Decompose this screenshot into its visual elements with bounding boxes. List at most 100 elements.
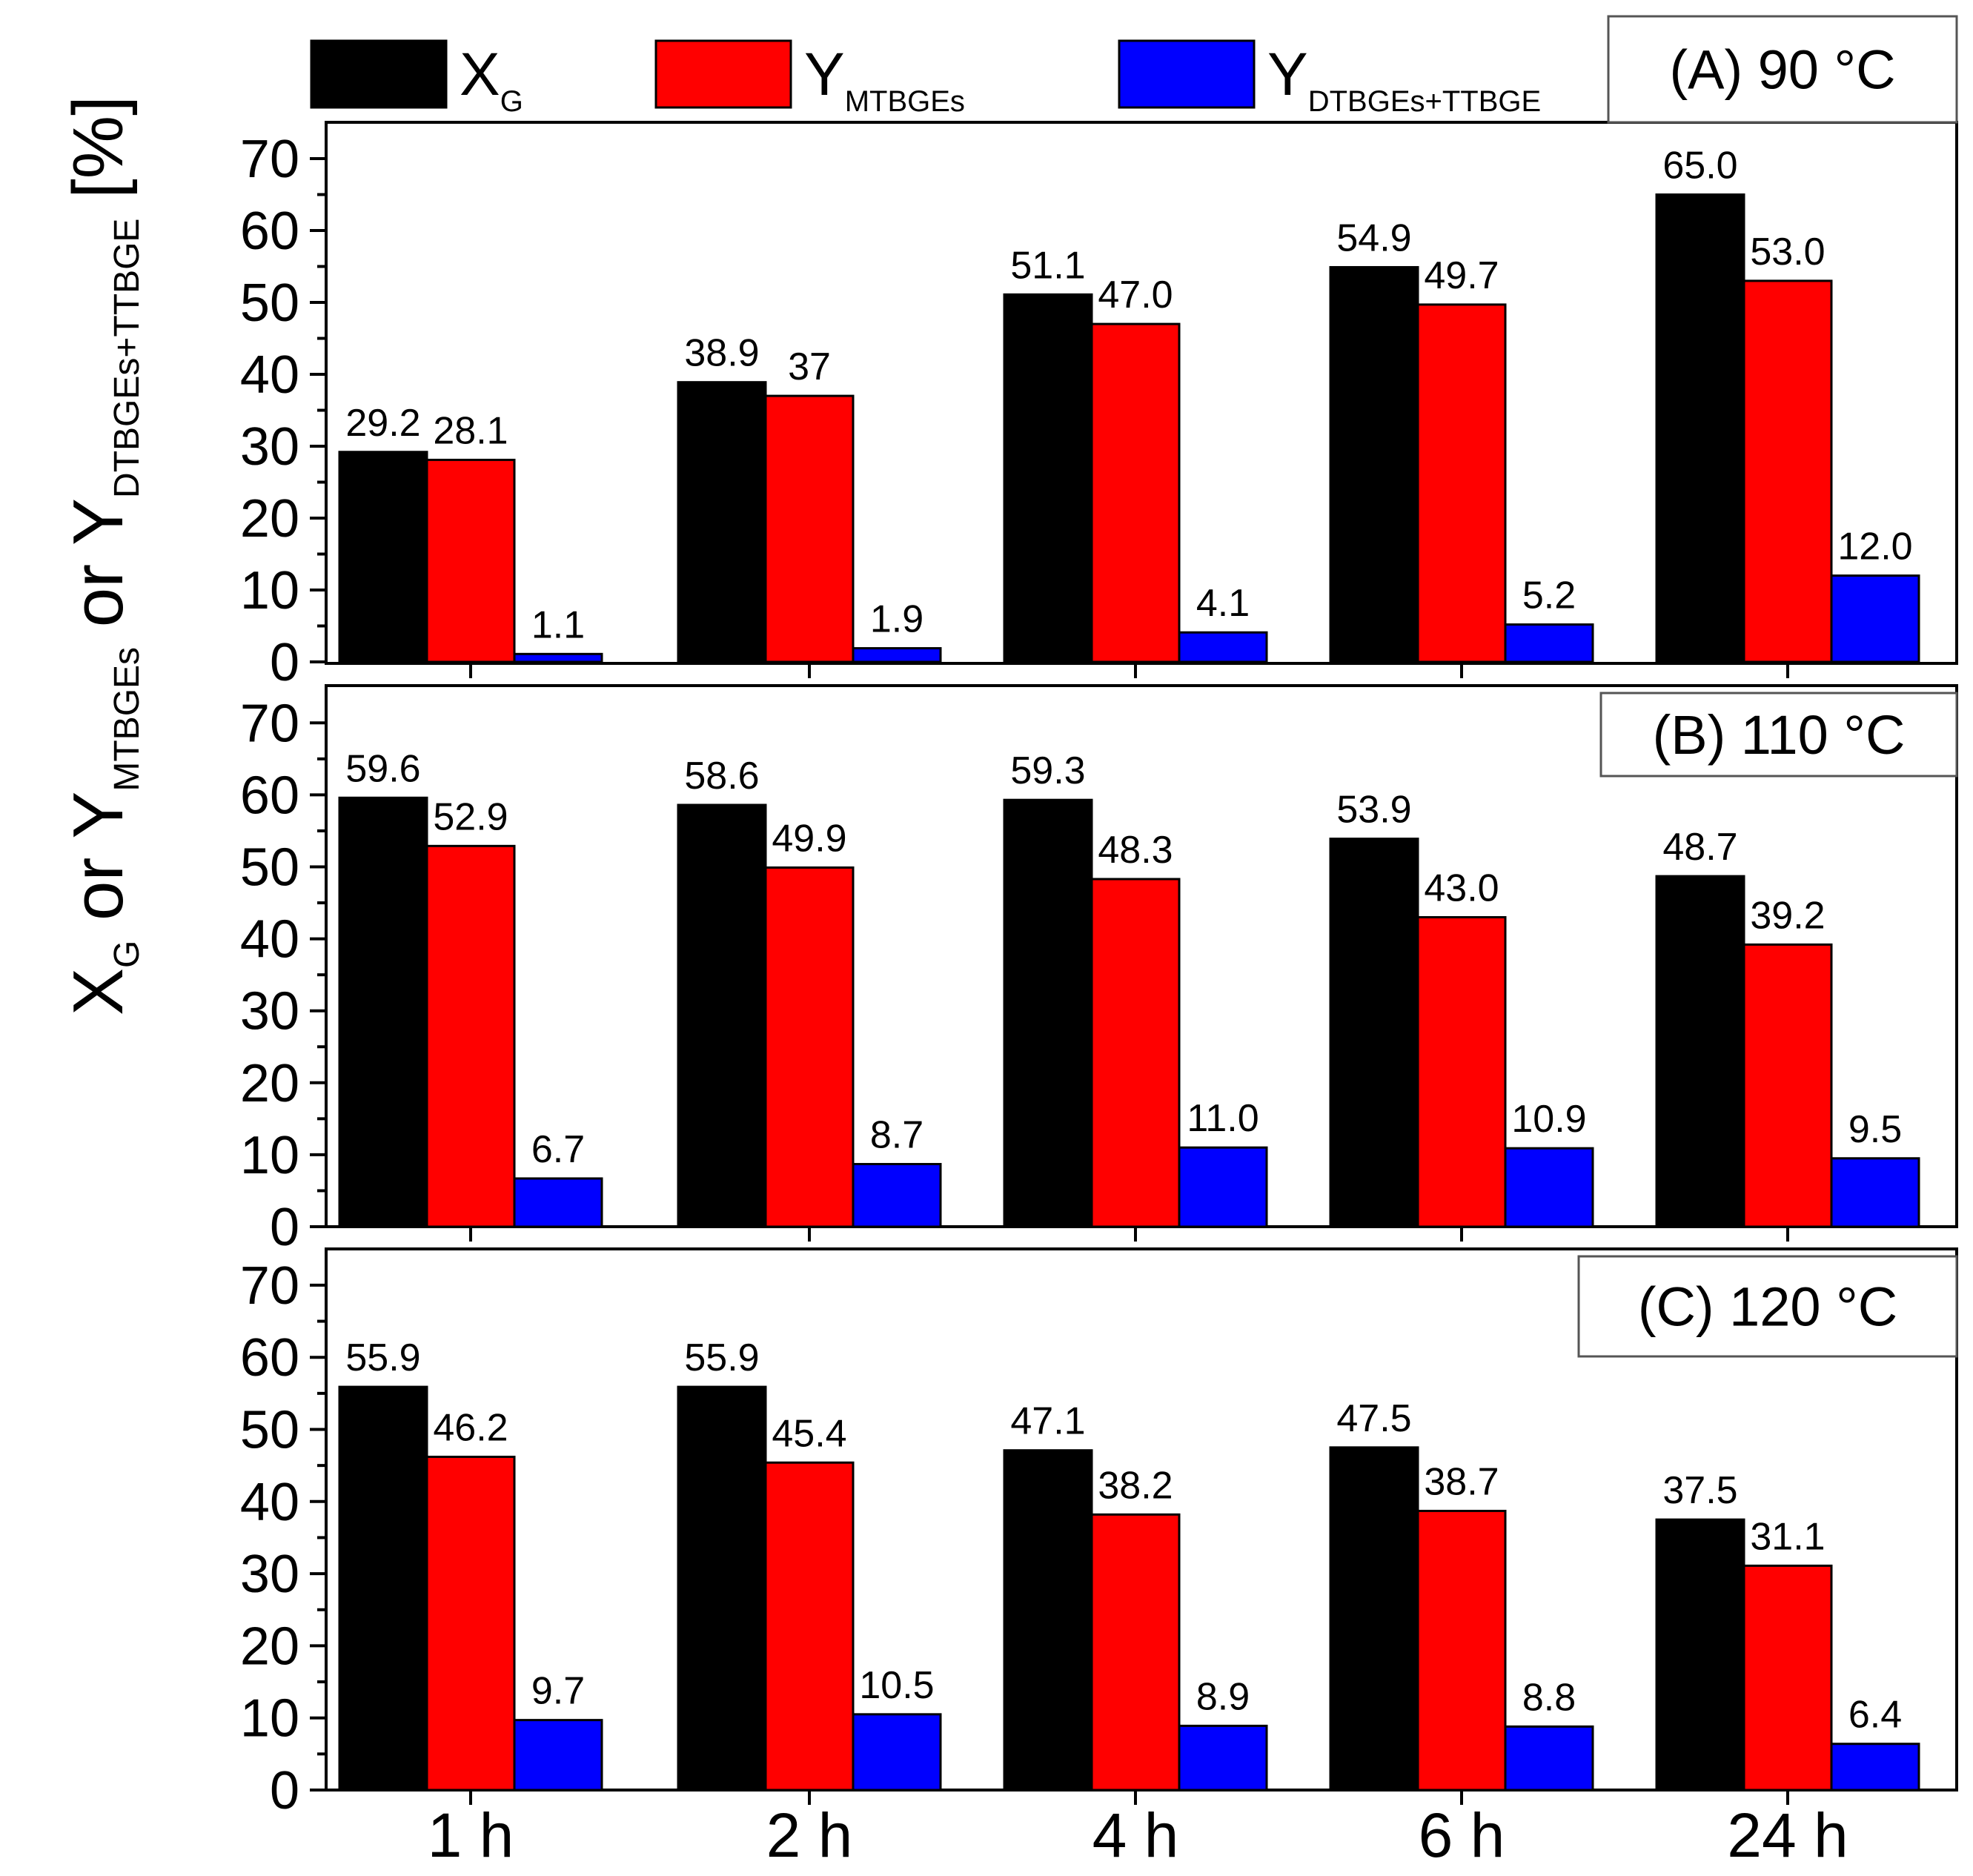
data-label-ydtbges: 10.5 [859,1664,934,1707]
y-tick-label: 0 [270,633,299,692]
bar-ydtbges [1504,1147,1594,1228]
data-label-xg: 55.9 [684,1336,759,1379]
bar-ydtbges [1178,631,1268,663]
bar-ydtbges [1830,574,1920,663]
legend-label-ydtbges-sub: DTBGEs+TTBGE [1308,85,1542,118]
bar-ydtbges [1830,1157,1920,1228]
bar-xg [338,796,428,1228]
bar-ydtbges [852,1163,942,1228]
y-tick-label: 70 [240,130,299,189]
data-label-xg: 47.1 [1010,1400,1085,1443]
bar-xg [677,803,767,1228]
y-tick-label: 30 [240,1545,299,1604]
data-label-ymtbges: 47.0 [1098,274,1173,316]
y-tick-label: 40 [240,910,299,970]
y-tick-label: 20 [240,1054,299,1113]
y-tick-label: 60 [240,202,299,261]
bar-xg [1329,1446,1419,1792]
y-tick-label: 40 [240,345,299,405]
data-label-xg: 54.9 [1336,216,1411,259]
x-tick-label: 24 h [1727,1800,1848,1870]
bar-xg [677,1385,767,1792]
y-tick-label: 30 [240,982,299,1041]
legend-swatch-xg [310,39,448,109]
data-label-ymtbges: 45.4 [772,1412,846,1455]
bar-ydtbges [1830,1743,1920,1792]
data-label-ydtbges: 12.0 [1837,526,1912,569]
data-label-xg: 55.9 [345,1336,420,1379]
bar-xg [1003,1449,1093,1792]
y-tick-label: 20 [240,489,299,548]
bar-ymtbges [1090,1513,1181,1792]
bar-xg [1655,193,1745,663]
data-label-ydtbges: 11.0 [1187,1097,1259,1140]
bar-ydtbges [1178,1724,1268,1792]
bar-ydtbges [1504,623,1594,663]
bar-ydtbges [852,1713,942,1792]
x-tick-label: 1 h [428,1800,514,1870]
bar-ymtbges [1742,1564,1833,1792]
legend-label-ymtbges-sub: MTBGEs [845,85,965,118]
data-label-ymtbges: 49.7 [1424,254,1499,297]
y-tick-label: 0 [270,1198,299,1257]
data-label-ymtbges: 39.2 [1750,894,1825,937]
data-label-ymtbges: 46.2 [433,1406,508,1449]
data-label-xg: 38.9 [684,332,759,375]
bar-ydtbges [513,652,603,663]
panel-label-box [1577,1255,1958,1358]
bar-ydtbges [852,647,942,663]
bar-xg [1329,265,1419,663]
panels: 0 10 20 30 40 50 60 70 29.2 38.9 51.1 54.9 65.0 28.1 3… [240,15,1958,1870]
panel-label: (C) 120 °C [1638,1276,1897,1338]
data-label-ydtbges: 10.9 [1511,1098,1586,1141]
data-label-ydtbges: 6.4 [1848,1694,1902,1737]
y-tick-label: 10 [240,1689,299,1749]
data-label-ymtbges: 38.2 [1098,1464,1173,1507]
panel-1: 0 10 20 30 40 50 60 70 29.2 38.9 51.1 54.9 65.0 28.1 3… [240,15,1958,692]
data-label-ymtbges: 31.1 [1750,1515,1825,1558]
bar-ymtbges [1090,322,1181,663]
data-label-xg: 29.2 [345,402,420,445]
legend-swatch-ymtbges [654,39,792,109]
data-label-ymtbges: 52.9 [433,795,508,838]
data-label-ymtbges: 37 [788,345,831,388]
panel-label: (A) 90 °C [1669,39,1895,101]
bar-ymtbges [1416,1509,1507,1792]
data-label-ydtbges: 1.9 [870,598,924,641]
bar-ymtbges [1416,303,1507,663]
panel-1-frame [325,121,1958,665]
bar-ymtbges [425,1455,516,1792]
data-label-xg: 58.6 [684,755,759,798]
bar-ymtbges [764,1461,855,1792]
bar-xg [1329,838,1419,1228]
bar-ydtbges [1504,1725,1594,1792]
y-tick-label: 40 [240,1473,299,1532]
bar-ymtbges [1416,915,1507,1228]
legend-label-ymtbges: YMTBGEs [804,41,965,118]
y-tick-label: 10 [240,1126,299,1185]
bar-ymtbges [1090,878,1181,1228]
y-axis-label: XG or YMTBGEs or YDTBGEs+TTBGE [%] [59,96,147,1015]
data-label-ymtbges: 53.0 [1750,231,1825,274]
panel-3: 0 10 20 30 40 50 60 70 55.9 55.9 47.1 47.5 37.5 46.2 4… [240,1247,1958,1820]
data-label-ydtbges: 9.7 [531,1670,585,1713]
y-tick-label: 30 [240,417,299,477]
data-label-ydtbges: 1.1 [531,603,585,646]
y-tick-label: 20 [240,1617,299,1676]
legend: XG YMTBGEs YDTBGEs+TTBGE [310,39,1542,118]
legend-label-xg: XG [460,41,523,118]
panel-label: (B) 110 °C [1653,704,1906,766]
data-label-xg: 59.3 [1010,749,1085,792]
data-label-xg: 53.9 [1336,789,1411,832]
bar-ymtbges [764,866,855,1228]
y-tick-label: 0 [270,1761,299,1820]
data-label-xg: 37.5 [1662,1469,1737,1512]
bar-ymtbges [425,844,516,1228]
bar-xg [1003,798,1093,1228]
data-label-xg: 48.7 [1662,826,1737,869]
x-tick-label: 4 h [1092,1800,1179,1870]
x-tick-label: 6 h [1419,1800,1505,1870]
y-tick-label: 70 [240,694,299,753]
y-tick-label: 60 [240,1328,299,1388]
